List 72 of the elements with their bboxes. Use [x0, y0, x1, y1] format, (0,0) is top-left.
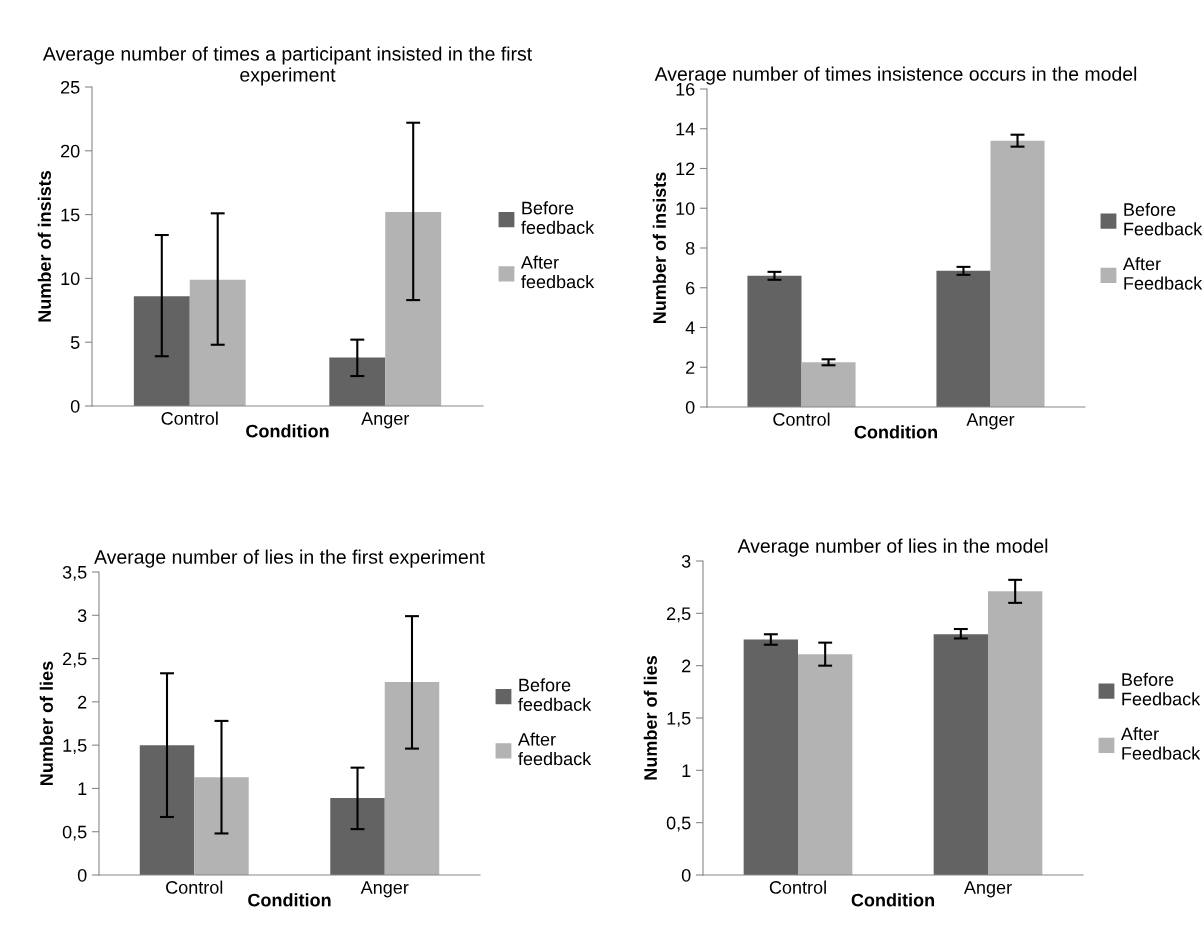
y-tick-label: 14	[676, 122, 695, 136]
y-tick-label: 0,5	[666, 816, 691, 832]
chart-title: Average number of lies in the model	[737, 538, 1048, 557]
y-tick-label: 15	[61, 208, 80, 222]
legend-label: Before Feedback	[1122, 672, 1201, 706]
bar	[133, 296, 190, 406]
y-axis-title: Number of lies	[643, 656, 657, 780]
x-tick-label: Anger	[360, 881, 409, 898]
bar	[988, 591, 1043, 875]
bar	[139, 745, 195, 875]
y-tick-label: 12	[676, 162, 695, 176]
y-tick-label: 2	[78, 695, 87, 709]
x-tick-label: Anger	[361, 412, 410, 429]
y-tick-label: 6	[686, 281, 695, 295]
y-tick-label: 2,5	[667, 607, 691, 623]
y-tick-label: 16	[676, 82, 695, 96]
legend-label: After Feedback	[1120, 727, 1201, 760]
y-tick-label: 2	[682, 659, 691, 673]
y-tick-label: 3	[681, 554, 691, 568]
y-axis-title: Number of insists	[37, 170, 51, 322]
y-tick-label: 1	[78, 782, 87, 795]
legend-label: After feedback	[520, 255, 595, 289]
y-tick-label: 2,5	[63, 652, 87, 668]
y-tick-label: 1,5	[63, 739, 87, 754]
x-axis-title: Condition	[851, 893, 934, 907]
y-tick-label: 0,5	[62, 825, 87, 841]
bar	[801, 362, 856, 407]
x-axis-title: Condition	[246, 424, 329, 438]
y-tick-label: 4	[685, 321, 695, 335]
y-tick-label: 20	[61, 144, 80, 158]
legend-label: After Feedback	[1122, 257, 1203, 290]
x-tick-label: Anger	[963, 881, 1012, 898]
bar	[743, 639, 798, 875]
bar	[330, 797, 385, 875]
y-tick-label: 1,5	[667, 712, 691, 727]
y-axis-title: Number of insists	[652, 172, 666, 324]
x-tick-label: Anger	[966, 413, 1015, 430]
chart-title: Average number of lies in the first experiment	[94, 549, 485, 568]
bar	[384, 681, 440, 875]
y-tick-label: 10	[61, 272, 80, 286]
x-tick-label: Control	[769, 880, 826, 894]
x-axis-title: Condition	[248, 893, 331, 907]
y-tick-label: 0	[77, 868, 87, 882]
chart-title: Average number of times insistence occurs in the model	[654, 66, 1137, 85]
y-tick-label: 0	[685, 400, 695, 414]
y-axis-title: Number of lies	[39, 661, 53, 785]
y-tick-label: 8	[685, 241, 695, 255]
y-tick-label: 3	[77, 609, 87, 623]
bar	[990, 140, 1045, 407]
y-tick-label: 0	[70, 399, 80, 413]
bar	[747, 275, 802, 407]
y-tick-label: 0	[681, 868, 691, 882]
legend-label: Before feedback	[521, 201, 595, 234]
bar	[189, 279, 246, 406]
y-tick-label: 3,5	[62, 565, 87, 581]
y-tick-label: 10	[676, 202, 695, 215]
x-tick-label: Control	[161, 411, 218, 425]
legend-label: Before Feedback	[1124, 202, 1203, 236]
bar	[385, 212, 442, 406]
bar	[933, 634, 988, 875]
bar	[194, 777, 249, 875]
bar	[936, 270, 991, 407]
bar	[798, 654, 853, 875]
y-tick-label: 5	[70, 336, 80, 349]
y-tick-label: 2	[686, 361, 695, 374]
bar	[329, 357, 386, 406]
x-axis-title: Condition	[854, 425, 937, 439]
legend-label: After feedback	[517, 732, 592, 766]
y-tick-label: 1	[682, 764, 691, 777]
x-tick-label: Control	[773, 412, 830, 426]
legend-label: Before feedback	[518, 678, 592, 711]
x-tick-label: Control	[166, 880, 223, 894]
